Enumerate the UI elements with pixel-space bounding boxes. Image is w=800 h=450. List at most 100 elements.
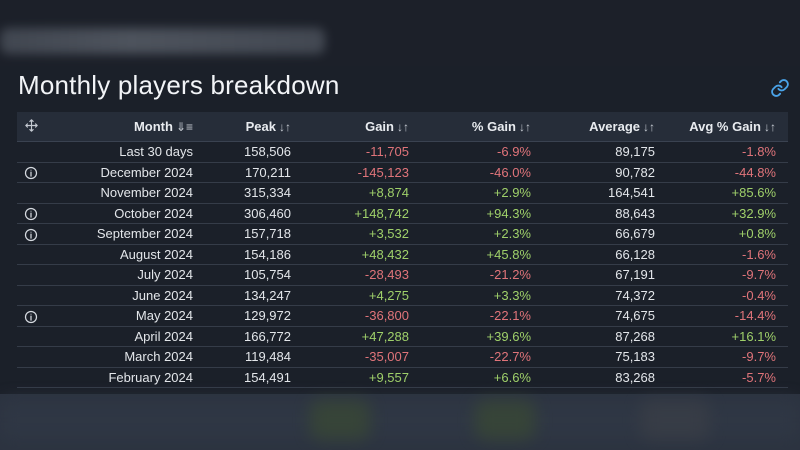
table-row: June 2024 134,247 +4,275 +3.3% 74,372 -0.4% bbox=[17, 285, 788, 306]
gain-cell: +47,288 bbox=[303, 326, 421, 347]
peak-cell: 306,460 bbox=[205, 203, 303, 224]
average-cell: 90,782 bbox=[543, 162, 667, 183]
gain-cell: +3,532 bbox=[303, 223, 421, 245]
avg-gain-pct-cell: -0.4% bbox=[667, 285, 788, 306]
table-row: March 2024 119,484 -35,007 -22.7% 75,183 -9.7… bbox=[17, 346, 788, 368]
peak-cell: 154,186 bbox=[205, 244, 303, 265]
column-header-gain[interactable]: Gain ↓↑ bbox=[303, 112, 421, 142]
peak-cell: 170,211 bbox=[205, 162, 303, 183]
average-cell: 66,679 bbox=[543, 223, 667, 245]
avg-gain-pct-cell: -5.7% bbox=[667, 367, 788, 388]
gain-pct-cell: -22.1% bbox=[421, 305, 543, 327]
peak-cell: 158,506 bbox=[205, 141, 303, 163]
blur-spot bbox=[475, 400, 535, 440]
column-header-peak[interactable]: Peak ↓↑ bbox=[205, 112, 303, 142]
gain-pct-cell: +94.3% bbox=[421, 203, 543, 224]
table-row: August 2024 154,186 +48,432 +45.8% 66,128 -1.… bbox=[17, 244, 788, 265]
peak-cell: 315,334 bbox=[205, 182, 303, 204]
average-cell: 74,675 bbox=[543, 305, 667, 327]
gain-cell: +9,557 bbox=[303, 367, 421, 388]
info-circle-icon[interactable] bbox=[17, 305, 45, 327]
month-cell: September 2024 bbox=[45, 223, 205, 245]
empty-icon-cell bbox=[17, 346, 45, 368]
peak-cell: 105,754 bbox=[205, 264, 303, 286]
gain-pct-cell: -21.2% bbox=[421, 264, 543, 286]
empty-icon-cell bbox=[17, 141, 45, 163]
gain-pct-cell: -46.0% bbox=[421, 162, 543, 183]
average-cell: 74,372 bbox=[543, 285, 667, 306]
month-cell: May 2024 bbox=[45, 305, 205, 327]
gain-cell: -145,123 bbox=[303, 162, 421, 183]
peak-cell: 129,972 bbox=[205, 305, 303, 327]
gain-cell: -28,493 bbox=[303, 264, 421, 286]
empty-icon-cell bbox=[17, 182, 45, 204]
table-header-row: Month ⇓≡ Peak ↓↑ Gain ↓↑ % Gain ↓↑ Average ↓↑… bbox=[17, 112, 788, 142]
empty-icon-cell bbox=[17, 264, 45, 286]
info-circle-icon[interactable] bbox=[17, 162, 45, 183]
gain-cell: -11,705 bbox=[303, 141, 421, 163]
average-cell: 89,175 bbox=[543, 141, 667, 163]
table-row: February 2024 154,491 +9,557 +6.6% 83,268 -5.… bbox=[17, 367, 788, 388]
peak-cell: 134,247 bbox=[205, 285, 303, 306]
month-cell: November 2024 bbox=[45, 182, 205, 204]
table-row: July 2024 105,754 -28,493 -21.2% 67,191 -9.7% bbox=[17, 264, 788, 286]
gain-pct-cell: +6.6% bbox=[421, 367, 543, 388]
column-header-avg-gain-pct[interactable]: Avg % Gain ↓↑ bbox=[667, 112, 788, 142]
column-header-average[interactable]: Average ↓↑ bbox=[543, 112, 667, 142]
sort-icon[interactable]: ↓↑ bbox=[279, 120, 291, 134]
gain-pct-cell: +39.6% bbox=[421, 326, 543, 347]
section-heading: Monthly players breakdown bbox=[18, 70, 340, 100]
table-row: September 2024 157,718 +3,532 +2.3% 66,679 +0… bbox=[17, 223, 788, 245]
empty-icon-cell bbox=[17, 244, 45, 265]
avg-gain-pct-cell: -9.7% bbox=[667, 346, 788, 368]
peak-cell: 157,718 bbox=[205, 223, 303, 245]
month-cell: August 2024 bbox=[45, 244, 205, 265]
gain-pct-cell: -6.9% bbox=[421, 141, 543, 163]
month-cell: June 2024 bbox=[45, 285, 205, 306]
players-table-container: Month ⇓≡ Peak ↓↑ Gain ↓↑ % Gain ↓↑ Average ↓↑… bbox=[17, 112, 788, 394]
blurred-title bbox=[0, 28, 325, 54]
month-cell: October 2024 bbox=[45, 203, 205, 224]
month-cell: Last 30 days bbox=[45, 141, 205, 163]
blurred-header-area bbox=[0, 0, 800, 66]
avg-gain-pct-cell: +16.1% bbox=[667, 326, 788, 347]
column-header-gain-pct[interactable]: % Gain ↓↑ bbox=[421, 112, 543, 142]
gain-pct-cell: +2.3% bbox=[421, 223, 543, 245]
link-icon[interactable] bbox=[770, 78, 790, 98]
gain-cell: -36,800 bbox=[303, 305, 421, 327]
blurred-footer-overlay bbox=[0, 394, 800, 450]
monthly-players-table: Month ⇓≡ Peak ↓↑ Gain ↓↑ % Gain ↓↑ Average ↓↑… bbox=[17, 112, 788, 388]
empty-icon-cell bbox=[17, 285, 45, 306]
expand-arrows-icon[interactable] bbox=[17, 112, 45, 142]
gain-pct-cell: +3.3% bbox=[421, 285, 543, 306]
sort-icon[interactable]: ↓↑ bbox=[643, 120, 655, 134]
table-row: December 2024 170,211 -145,123 -46.0% 90,782… bbox=[17, 162, 788, 183]
table-row: Last 30 days 158,506 -11,705 -6.9% 89,175 -1.… bbox=[17, 141, 788, 163]
sort-icon[interactable]: ↓↑ bbox=[764, 120, 776, 134]
avg-gain-pct-cell: +0.8% bbox=[667, 223, 788, 245]
info-circle-icon[interactable] bbox=[17, 203, 45, 224]
average-cell: 67,191 bbox=[543, 264, 667, 286]
sort-desc-icon[interactable]: ⇓≡ bbox=[175, 120, 193, 134]
month-cell: February 2024 bbox=[45, 367, 205, 388]
sort-icon[interactable]: ↓↑ bbox=[519, 120, 531, 134]
blur-spot bbox=[310, 400, 370, 440]
average-cell: 87,268 bbox=[543, 326, 667, 347]
average-cell: 75,183 bbox=[543, 346, 667, 368]
column-header-month[interactable]: Month ⇓≡ bbox=[45, 112, 205, 142]
blur-spot bbox=[640, 400, 710, 440]
empty-icon-cell bbox=[17, 326, 45, 347]
peak-cell: 154,491 bbox=[205, 367, 303, 388]
avg-gain-pct-cell: +32.9% bbox=[667, 203, 788, 224]
peak-cell: 166,772 bbox=[205, 326, 303, 347]
info-circle-icon[interactable] bbox=[17, 223, 45, 245]
peak-cell: 119,484 bbox=[205, 346, 303, 368]
average-cell: 88,643 bbox=[543, 203, 667, 224]
sort-icon[interactable]: ↓↑ bbox=[397, 120, 409, 134]
gain-cell: +4,275 bbox=[303, 285, 421, 306]
month-cell: July 2024 bbox=[45, 264, 205, 286]
avg-gain-pct-cell: -9.7% bbox=[667, 264, 788, 286]
month-cell: April 2024 bbox=[45, 326, 205, 347]
average-cell: 83,268 bbox=[543, 367, 667, 388]
month-cell: December 2024 bbox=[45, 162, 205, 183]
